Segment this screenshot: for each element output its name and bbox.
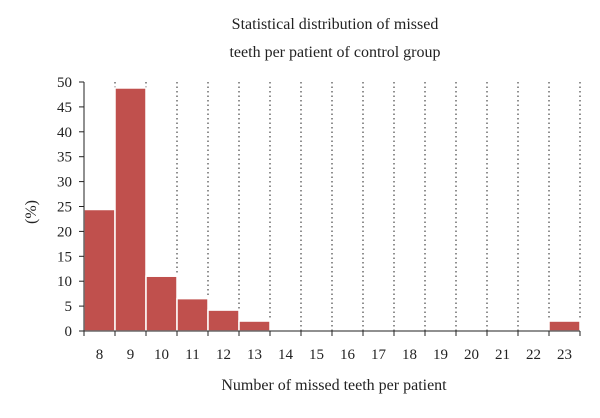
chart-title-line-2: teeth per patient of control group — [229, 44, 440, 61]
y-tick-label: 45 — [57, 100, 72, 116]
y-tick-label: 5 — [65, 299, 73, 315]
chart-title-line-1: Statistical distribution of missed — [232, 16, 439, 33]
x-tick-label: 12 — [216, 347, 231, 363]
y-axis-label: (%) — [23, 200, 40, 224]
gridlines — [114, 82, 581, 331]
bar-11 — [176, 297, 209, 332]
x-tick-label: 13 — [247, 347, 262, 363]
x-tick-label: 16 — [340, 347, 356, 363]
y-tick-label: 15 — [57, 249, 72, 265]
y-tick-label: 30 — [57, 175, 72, 191]
x-tick-label: 8 — [96, 347, 104, 363]
y-tick-label: 0 — [65, 324, 73, 340]
x-tick-label: 22 — [526, 347, 541, 363]
x-axis-label: Number of missed teeth per patient — [221, 377, 447, 394]
bar-12 — [207, 309, 240, 332]
x-tick-label: 9 — [127, 347, 135, 363]
y-tick-label: 20 — [57, 224, 72, 240]
bar-23 — [548, 320, 581, 332]
x-tick-label: 15 — [309, 347, 324, 363]
x-tick-label: 19 — [433, 347, 448, 363]
x-tick-label: 17 — [371, 347, 387, 363]
y-tick-label: 25 — [57, 200, 72, 216]
bar-13 — [238, 320, 271, 332]
chart-title: Statistical distribution of missed teeth… — [229, 16, 440, 61]
x-tick-label: 14 — [278, 347, 294, 363]
x-tick-label: 10 — [154, 347, 169, 363]
bar-8 — [83, 208, 116, 332]
x-tick-label: 20 — [464, 347, 479, 363]
x-tick-label: 21 — [495, 347, 510, 363]
y-tick-label: 40 — [57, 125, 72, 141]
bars — [83, 87, 581, 332]
y-tick-labels: 0 5 10 15 20 25 30 35 40 45 50 — [57, 75, 72, 340]
x-tick-label: 11 — [185, 347, 199, 363]
axes — [79, 81, 581, 336]
x-tick-label: 23 — [557, 347, 572, 363]
x-tick-labels: 8 9 10 11 12 13 14 15 16 17 18 19 20 21 22 23 — [96, 347, 572, 363]
x-tick-label: 18 — [402, 347, 417, 363]
y-tick-label: 50 — [57, 75, 72, 91]
bar-9 — [114, 87, 147, 332]
y-tick-label: 35 — [57, 150, 72, 166]
y-tick-label: 10 — [57, 274, 72, 290]
bar-10 — [145, 275, 178, 332]
